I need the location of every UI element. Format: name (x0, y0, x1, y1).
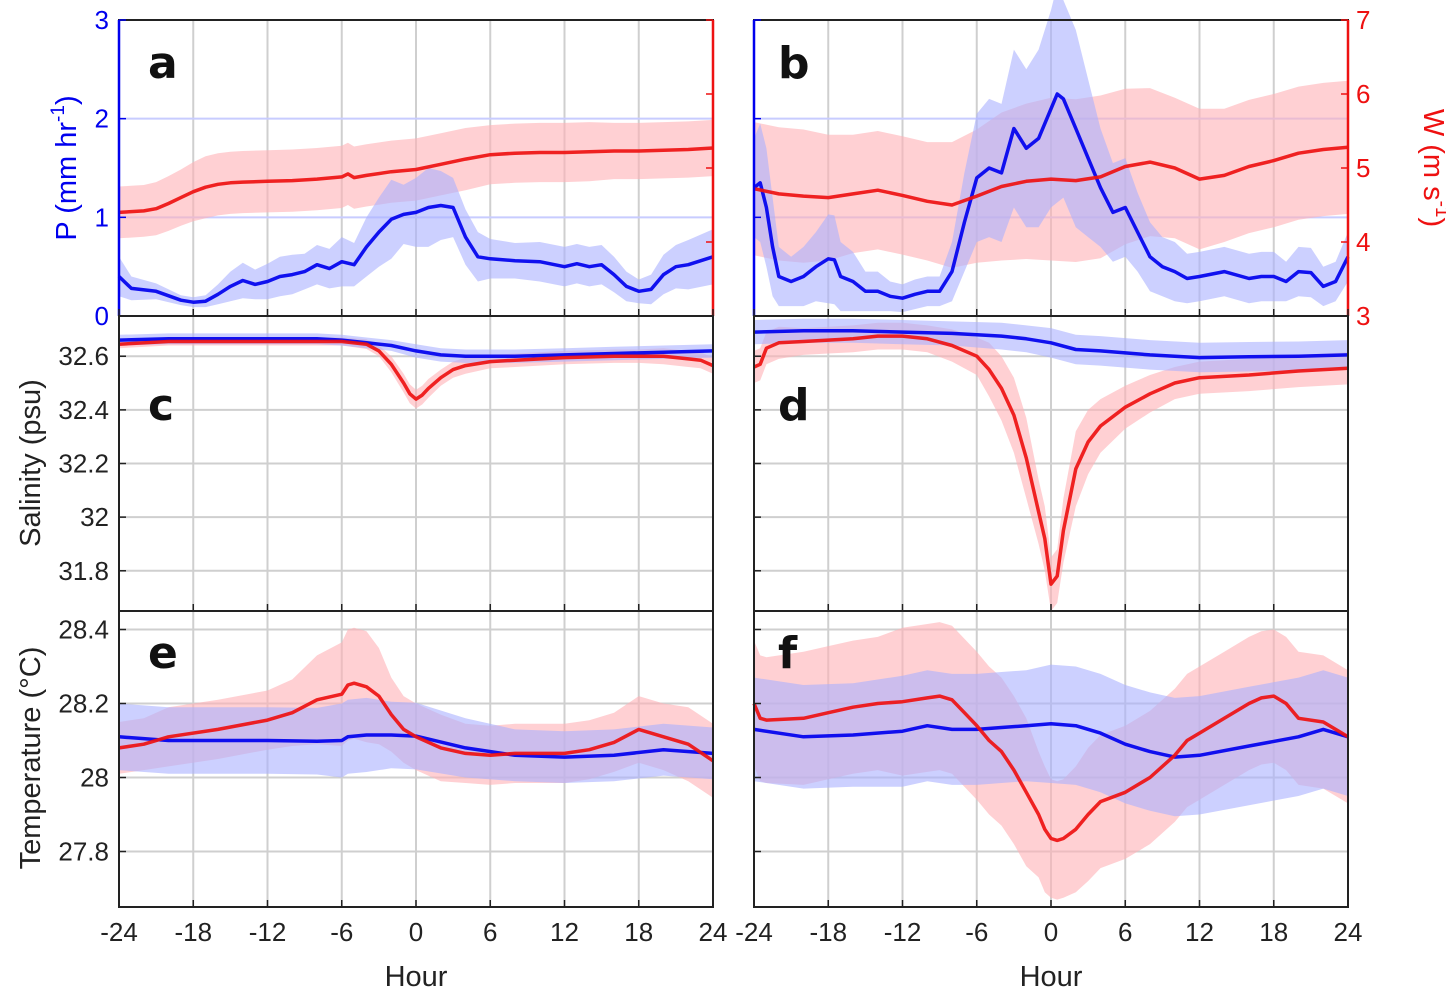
line-blue-e (118, 733, 714, 759)
panel-label-b: b (778, 38, 810, 89)
x-tick-label-e: 0 (409, 917, 423, 947)
x-tick-label-e: 6 (483, 917, 497, 947)
x-tick-label-e: -18 (174, 917, 212, 947)
band-red-d (754, 322, 1348, 611)
ylabel-salinity: Salinity (psu) (15, 379, 47, 547)
y-tick-label-e: 28.4 (58, 615, 109, 645)
line-red-b (753, 145, 1349, 207)
x-tick-label-e: 24 (699, 917, 728, 947)
y-tick-label-e: 27.8 (58, 837, 109, 867)
panel-label-d: d (778, 380, 810, 431)
y-tick-label-c: 32.6 (58, 341, 109, 371)
y-tick-label-e: 28.2 (58, 689, 109, 719)
x-tick-label-e: -6 (330, 917, 353, 947)
x-tick-label-e: -12 (249, 917, 287, 947)
ylabel-precipitation-sup: -1 (48, 105, 69, 122)
line-red-a (118, 146, 714, 215)
panel-label-c: c (148, 380, 174, 431)
xlabel-right: Hour (1020, 961, 1083, 993)
x-tick-label-e: 18 (624, 917, 653, 947)
y-tick-label-c: 32.4 (58, 395, 109, 425)
ylabel-wind-close: ) (1417, 218, 1446, 228)
line-red-d (753, 334, 1349, 586)
line-blue-b (752, 92, 1350, 300)
line-blue-a (117, 203, 714, 304)
y-tick-label-a: 2 (95, 104, 109, 134)
x-tick-label-f: 18 (1259, 917, 1288, 947)
y-tick-label-a: 0 (95, 301, 109, 331)
y-right-tick-label-b: 3 (1356, 301, 1370, 331)
x-tick-label-f: 6 (1118, 917, 1132, 947)
line-blue-c (118, 337, 714, 358)
panel-label-f: f (778, 628, 798, 679)
x-tick-label-f: 0 (1044, 917, 1058, 947)
x-tick-label-e: -24 (100, 917, 138, 947)
panel-label-a: a (148, 38, 178, 89)
line-red-c (118, 339, 714, 401)
ylabel-temperature: Temperature (°C) (15, 647, 47, 870)
x-tick-label-f: -12 (884, 917, 922, 947)
line-blue-d (753, 328, 1349, 360)
x-tick-label-f: -6 (965, 917, 988, 947)
y-tick-label-e: 28 (80, 763, 109, 793)
y-right-tick-label-b: 6 (1356, 79, 1370, 109)
y-right-tick-label-b: 4 (1356, 227, 1370, 257)
ylabel-precipitation-close: ) (51, 95, 83, 105)
y-tick-label-c: 31.8 (58, 556, 109, 586)
ylabel-precipitation: P (mm hr-1) (48, 95, 83, 240)
ylabel-wind-main: W (m s (1417, 109, 1446, 201)
xlabel-left: Hour (385, 961, 448, 993)
x-tick-label-f: -18 (809, 917, 847, 947)
y-right-tick-label-b: 7 (1356, 5, 1370, 35)
y-right-tick-label-b: 5 (1356, 153, 1370, 183)
y-tick-label-a: 3 (95, 5, 109, 35)
line-red-f (752, 694, 1349, 843)
x-tick-label-f: 24 (1334, 917, 1363, 947)
x-tick-label-f: 12 (1185, 917, 1214, 947)
x-tick-label-f: -24 (735, 917, 773, 947)
line-blue-f (753, 722, 1349, 759)
x-tick-label-e: 12 (550, 917, 579, 947)
ylabel-wind-sup: -1 (1431, 201, 1446, 218)
ylabel-precipitation-main: P (mm hr (51, 122, 83, 241)
frame-layer (117, 19, 1350, 908)
line-red-e (118, 681, 714, 763)
ylabel-wind: W (m s-1) (1417, 109, 1446, 227)
y-tick-label-a: 1 (95, 202, 109, 232)
band-blue-b (754, 0, 1348, 313)
y-tick-label-c: 32 (80, 502, 109, 532)
band-blue-a (119, 168, 713, 308)
data-layer (117, 0, 1350, 900)
panel-label-e: e (148, 628, 178, 679)
y-tick-label-c: 32.2 (58, 449, 109, 479)
